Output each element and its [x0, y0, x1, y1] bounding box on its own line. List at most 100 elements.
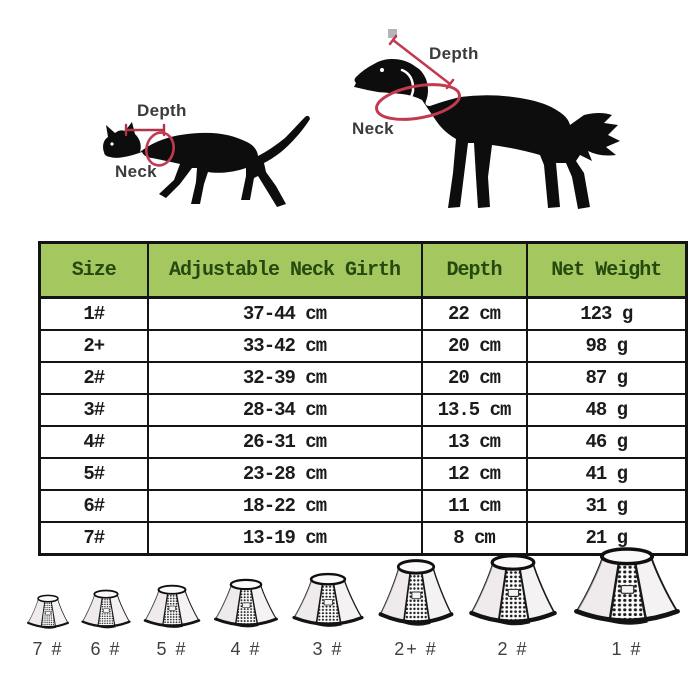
table-cell: 48 g: [525, 393, 688, 427]
cone-bottom-rim: [292, 615, 364, 626]
cone-top-rim: [599, 547, 655, 566]
cone-bottom-rim: [469, 610, 557, 624]
cone-button: [323, 599, 333, 606]
cone-label: 5 #: [156, 639, 188, 659]
table-cell: 13-19 cm: [146, 521, 423, 556]
cat-silhouette: [103, 115, 310, 207]
cat-neck-label: Neck: [115, 162, 157, 181]
table-cell: 22 cm: [420, 296, 528, 331]
cone-shading: [471, 563, 509, 625]
cone-label: 2+ #: [394, 639, 438, 659]
cone-button: [411, 591, 422, 600]
table-cell: 4#: [38, 425, 149, 459]
cone-shading: [380, 567, 412, 625]
table-cell: 33-42 cm: [146, 329, 423, 363]
table-cell: 31 g: [525, 489, 688, 523]
dog-neck-ring: [375, 83, 461, 121]
cone-button: [45, 611, 51, 616]
cat-diagram: [103, 115, 310, 207]
cone-item: 5 #: [141, 584, 203, 660]
cone-top-rim: [309, 572, 347, 586]
table-cell: 8 cm: [420, 521, 528, 556]
cone-illustration: [378, 559, 454, 626]
table-cell: 32-39 cm: [146, 361, 423, 395]
table-cell: 20 cm: [420, 329, 528, 363]
cone-shading: [576, 557, 622, 624]
table-cell: 123 g: [525, 296, 688, 331]
cone-top-rim: [93, 589, 119, 599]
table-row: 2+ 33-42 cm 20 cm 98 g: [38, 329, 688, 363]
cone-label: 1 #: [611, 639, 643, 659]
cone-item: 6 #: [79, 589, 133, 660]
cat-depth-label: Depth: [137, 101, 187, 120]
table-cell: 6#: [38, 489, 149, 523]
table-cell: 2+: [38, 329, 149, 363]
dog-depth-measure-line: [391, 38, 452, 86]
table-cell: 3#: [38, 393, 149, 427]
column-header: Net Weight: [525, 241, 688, 299]
cone-label: 7 #: [32, 639, 64, 659]
cone-top-rim: [157, 584, 187, 595]
cone-item: 7 #: [25, 594, 71, 660]
table-cell: 12 cm: [420, 457, 528, 491]
cone-label: 4 #: [230, 639, 262, 659]
table-cell: 37-44 cm: [146, 296, 423, 331]
cone-bottom-rim: [574, 608, 680, 624]
cone-item: 2+ #: [375, 558, 457, 660]
cone-bottom-rim: [143, 619, 201, 628]
table-row: 5# 23-28 cm 12 cm 41 g: [38, 457, 688, 491]
cone-illustration: [469, 554, 557, 626]
cone-shading: [215, 585, 243, 627]
table-cell: 46 g: [525, 425, 688, 459]
dog-ear-mark: [398, 68, 415, 108]
table-cell: 87 g: [525, 361, 688, 395]
dog-depth-tick-top: [388, 34, 398, 46]
table-cell: 13.5 cm: [420, 393, 528, 427]
cone-shading: [82, 594, 104, 628]
dog-mouth: [354, 87, 367, 93]
cone-bottom-rim: [214, 617, 278, 627]
size-table: Size Adjustable Neck Girth Depth Net Weight…: [38, 241, 688, 556]
table-cell: 26-31 cm: [146, 425, 423, 459]
cat-eye: [110, 142, 114, 146]
table-row: 6# 18-22 cm 11 cm 31 g: [38, 489, 688, 523]
cone-bottom-rim: [27, 621, 69, 629]
table-cell: 11 cm: [420, 489, 528, 523]
table-cell: 5#: [38, 457, 149, 491]
cone-illustration: [292, 572, 364, 627]
dog-neck-label: Neck: [352, 119, 394, 138]
cone-item: 4 #: [211, 578, 281, 660]
cone-item: 1 #: [569, 546, 685, 660]
dog-depth-label: Depth: [429, 44, 479, 63]
table-cell: 28-34 cm: [146, 393, 423, 427]
cone-label: 6 #: [90, 639, 122, 659]
cone-top-rim: [229, 578, 263, 591]
table-cell: 13 cm: [420, 425, 528, 459]
dog-silhouette: [354, 59, 620, 209]
marker-square: [388, 29, 397, 38]
cone-shading: [28, 598, 46, 629]
table-cell: 23-28 cm: [146, 457, 423, 491]
cone-illustration: [143, 584, 201, 628]
column-header: Size: [38, 241, 149, 299]
cone-illustration: [27, 594, 69, 629]
cone-top-rim: [490, 554, 536, 571]
dog-eye: [380, 68, 384, 72]
cone-button: [168, 605, 176, 611]
cone-shading: [145, 590, 169, 628]
table-cell: 41 g: [525, 457, 688, 491]
cone-bottom-rim: [378, 612, 454, 625]
cone-item: 3 #: [289, 572, 367, 660]
table-row: 1# 37-44 cm 22 cm 123 g: [38, 296, 688, 331]
table-row: 4# 26-31 cm 13 cm 46 g: [38, 425, 688, 459]
cone-label: 2 #: [497, 639, 529, 659]
table-cell: 2#: [38, 361, 149, 395]
cone-bottom-rim: [81, 620, 131, 628]
cone-button: [242, 602, 251, 609]
column-header: Adjustable Neck Girth: [146, 241, 423, 299]
cone-illustration: [81, 589, 131, 629]
cone-label: 3 #: [312, 639, 344, 659]
cone-illustration: [574, 547, 680, 625]
